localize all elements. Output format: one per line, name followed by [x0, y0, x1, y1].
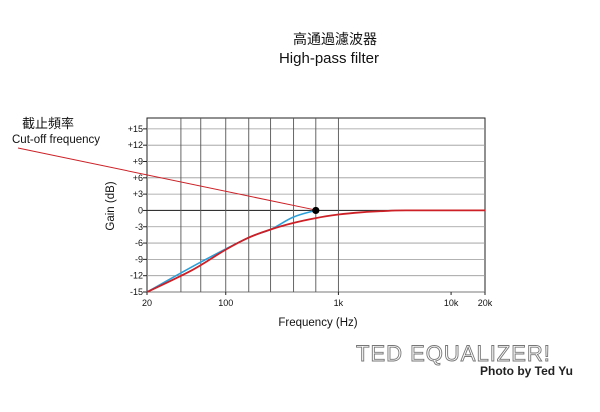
- cutoff-marker: [312, 206, 320, 215]
- x-tick-label: 20k: [478, 298, 493, 308]
- photo-credit: Photo by Ted Yu: [480, 364, 573, 378]
- y-tick-label: -6: [135, 238, 143, 248]
- cutoff-leader-line: [17, 147, 313, 210]
- y-tick-label: +3: [133, 189, 143, 199]
- cutoff-label-zh: 截止頻率: [22, 116, 74, 132]
- brand-watermark: TED EQUALIZER!: [356, 341, 551, 366]
- chart-title: High-pass filter: [279, 50, 379, 67]
- grid: [146, 117, 486, 293]
- x-tick-label: 100: [218, 298, 233, 308]
- x-tick-label: 10k: [444, 298, 459, 308]
- y-tick-label: +12: [128, 140, 143, 150]
- series-lines: [146, 209, 486, 293]
- cutoff-label: Cut-off frequency: [12, 134, 100, 146]
- y-tick-label: +9: [133, 157, 143, 167]
- y-tick-label: -3: [135, 222, 143, 232]
- y-tick-label: 0: [138, 205, 143, 215]
- y-tick-label: +15: [128, 124, 143, 134]
- chart-title-zh: 高通過濾波器: [293, 31, 377, 48]
- y-tick-label: -9: [135, 254, 143, 264]
- annotation: [17, 147, 320, 215]
- x-axis-label: Frequency (Hz): [278, 317, 357, 329]
- y-tick-label: +6: [133, 173, 143, 183]
- y-axis-label: Gain (dB): [105, 181, 117, 230]
- x-tick-label: 20: [142, 298, 152, 308]
- x-tick-label: 1k: [334, 298, 344, 308]
- y-tick-label: -12: [130, 271, 143, 281]
- y-tick-label: -15: [130, 287, 143, 297]
- actual-response-line: [146, 209, 486, 293]
